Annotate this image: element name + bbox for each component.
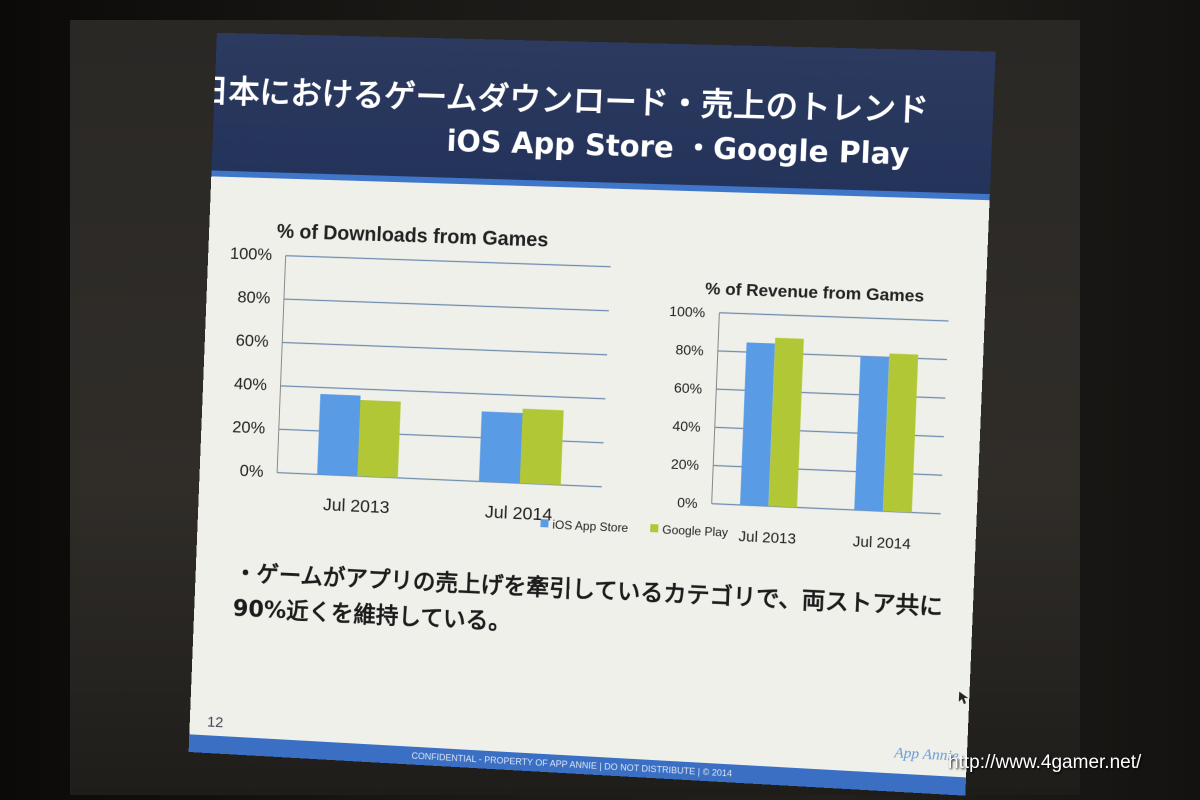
presentation-slide: 日本におけるゲームダウンロード・売上のトレンド iOS App Store ・G… bbox=[189, 33, 996, 796]
y-axis bbox=[712, 313, 720, 504]
legend-label: iOS App Store bbox=[552, 518, 629, 536]
y-tick-label: 40% bbox=[672, 417, 701, 434]
downloads-chart: % of Downloads from Games 0% 20% 40% 60% 80% 1… bbox=[220, 219, 612, 527]
y-tick-label: 0% bbox=[239, 461, 264, 481]
category-label: Jul 2013 bbox=[738, 529, 796, 548]
chart-title: % of Downloads from Games bbox=[276, 221, 548, 252]
y-tick-label: 100% bbox=[669, 303, 706, 321]
y-tick-label: 0% bbox=[677, 494, 698, 511]
legend-swatch bbox=[540, 519, 548, 527]
chart-legend: iOS App Store Google Play bbox=[540, 517, 728, 540]
bar bbox=[520, 409, 564, 485]
y-axis bbox=[277, 256, 286, 473]
page-number: 12 bbox=[207, 714, 224, 732]
gridline bbox=[284, 299, 609, 311]
category-label: Jul 2013 bbox=[323, 494, 390, 517]
bar bbox=[317, 394, 360, 476]
slide-header: 日本におけるゲームダウンロード・売上のトレンド iOS App Store ・G… bbox=[211, 33, 995, 200]
y-tick-label: 20% bbox=[232, 417, 266, 437]
bar bbox=[479, 411, 523, 483]
gridline bbox=[286, 256, 611, 267]
legend-label: Google Play bbox=[662, 522, 728, 539]
legend-swatch bbox=[650, 524, 658, 532]
y-tick-label: 20% bbox=[671, 456, 700, 473]
y-tick-label: 60% bbox=[674, 379, 703, 396]
gridline bbox=[282, 342, 607, 354]
gridline bbox=[719, 313, 948, 321]
mouse-cursor-icon bbox=[959, 692, 970, 705]
revenue-chart: % of Revenue from Games 0% 20% 40% 60% 80% 100… bbox=[660, 278, 950, 555]
watermark-url: http://www.4gamer.net/ bbox=[948, 752, 1141, 774]
y-tick-label: 40% bbox=[234, 374, 268, 394]
y-tick-label: 60% bbox=[235, 331, 269, 351]
bullet-point: ・ゲームがアプリの売上げを牽引しているカテゴリで、両ストア共に 90%近くを維持… bbox=[232, 556, 953, 663]
bar bbox=[357, 400, 400, 478]
y-tick-label: 80% bbox=[237, 287, 271, 307]
y-tick-label: 80% bbox=[675, 341, 704, 358]
charts-area: % of Downloads from Games 0% 20% 40% 60% 80% 1… bbox=[197, 176, 989, 566]
y-tick-label: 100% bbox=[230, 244, 273, 264]
category-label: Jul 2014 bbox=[852, 534, 911, 553]
chart-title: % of Revenue from Games bbox=[705, 279, 925, 306]
